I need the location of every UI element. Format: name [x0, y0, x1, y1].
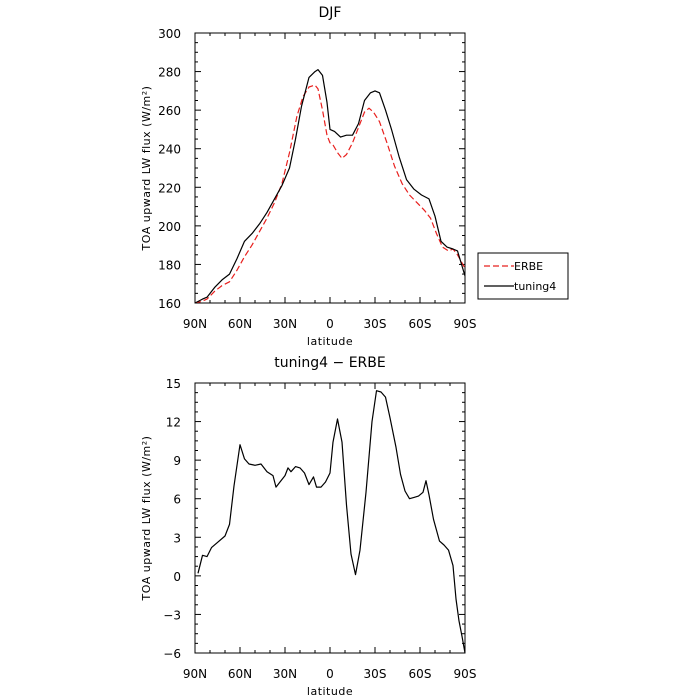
- chart-title: tuning4 − ERBE: [274, 355, 385, 371]
- x-tick-label: 60S: [409, 667, 432, 681]
- x-tick-label: 90S: [454, 667, 477, 681]
- y-tick-label: 260: [158, 104, 181, 118]
- x-axis-title: latitude: [307, 685, 353, 698]
- y-tick-label: 220: [158, 181, 181, 195]
- plot-frame: [194, 382, 466, 654]
- x-axis-title: latitude: [307, 335, 353, 348]
- y-tick-label: 9: [173, 454, 181, 468]
- y-axis-title: TOA upward LW flux (W/m²): [140, 436, 153, 602]
- y-tick-label: 280: [158, 66, 181, 80]
- y-tick-label: 6: [173, 493, 181, 507]
- series-line-difference: [197, 390, 465, 653]
- y-tick-label: 12: [166, 416, 181, 430]
- x-tick-label: 30N: [273, 667, 297, 681]
- chart-top: 90N 60N 30N 0 30S 60S 90S 160 180 200 220 240 260 280…: [140, 5, 569, 348]
- series-line-erbe: [195, 84, 465, 303]
- y-tick-label: 200: [158, 220, 181, 234]
- y-tick-label: 160: [158, 297, 181, 311]
- x-tick-label: 60S: [409, 317, 432, 331]
- x-tick-label: 0: [326, 667, 334, 681]
- x-tick-label: 60N: [228, 317, 252, 331]
- legend-box: [477, 252, 569, 300]
- x-tick-label: 30S: [364, 317, 387, 331]
- y-axis-title: TOA upward LW flux (W/m²): [140, 86, 153, 252]
- x-tick-label: 0: [326, 317, 334, 331]
- y-tick-label: 0: [173, 570, 181, 584]
- chart-title: DJF: [319, 5, 342, 21]
- x-tick-label: 90S: [454, 317, 477, 331]
- legend: ERBE tuning4: [477, 252, 569, 300]
- x-tick-label: 90N: [183, 317, 207, 331]
- chart-bottom: 90N 60N 30N 0 30S 60S 90S −6 −3 0 3 6 9 12 15 tuning4 −…: [140, 355, 476, 698]
- y-tick-label: 300: [158, 27, 181, 41]
- y-tick-label: 3: [173, 531, 181, 545]
- x-tick-label: 30S: [364, 667, 387, 681]
- y-tick-label: 180: [158, 258, 181, 272]
- y-tick-label: 240: [158, 143, 181, 157]
- y-tick-label: −3: [163, 608, 181, 622]
- y-tick-label: −6: [163, 647, 181, 661]
- y-tick-label: 15: [166, 377, 181, 391]
- x-tick-label: 30N: [273, 317, 297, 331]
- x-tick-label: 60N: [228, 667, 252, 681]
- x-tick-label: 90N: [183, 667, 207, 681]
- legend-label-tuning4: tuning4: [514, 280, 556, 293]
- legend-label-erbe: ERBE: [514, 260, 543, 273]
- series-line-tuning4: [195, 69, 465, 303]
